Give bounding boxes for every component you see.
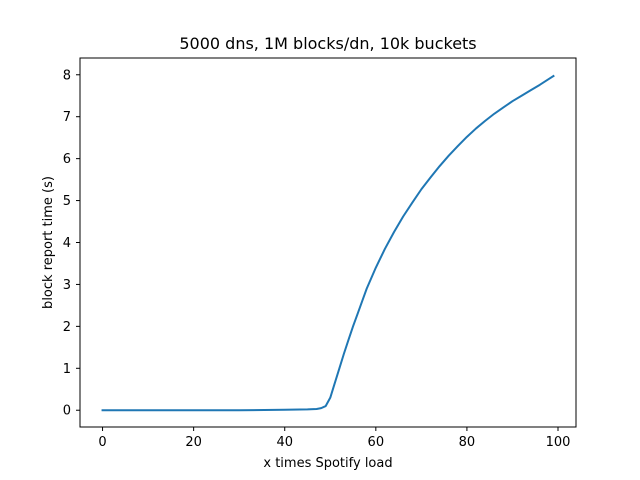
chart-title: 5000 dns, 1M blocks/dn, 10k buckets bbox=[179, 34, 476, 53]
y-axis-label: block report time (s) bbox=[41, 176, 56, 309]
x-tick-label: 100 bbox=[546, 435, 571, 450]
y-tick-label: 0 bbox=[63, 404, 71, 419]
series-line-0 bbox=[101, 74, 555, 412]
x-tick-label: 80 bbox=[459, 435, 476, 450]
y-tick-label: 2 bbox=[63, 320, 71, 335]
x-tick-label: 0 bbox=[98, 435, 106, 450]
y-axis: 0 1 2 3 4 5 6 7 8 bbox=[63, 68, 80, 419]
y-tick-label: 5 bbox=[63, 194, 71, 209]
y-tick-label: 8 bbox=[63, 68, 71, 83]
x-tick-label: 40 bbox=[276, 435, 293, 450]
y-tick-label: 4 bbox=[63, 236, 71, 251]
x-axis: 0 20 40 60 80 100 bbox=[98, 427, 570, 450]
y-tick-label: 1 bbox=[63, 362, 71, 377]
y-tick-label: 3 bbox=[63, 278, 71, 293]
x-tick-label: 60 bbox=[368, 435, 385, 450]
plot-area bbox=[101, 74, 555, 412]
x-axis-label: x times Spotify load bbox=[263, 456, 392, 471]
x-tick-label: 20 bbox=[185, 435, 202, 450]
y-tick-label: 7 bbox=[63, 110, 71, 125]
y-tick-label: 6 bbox=[63, 152, 71, 167]
